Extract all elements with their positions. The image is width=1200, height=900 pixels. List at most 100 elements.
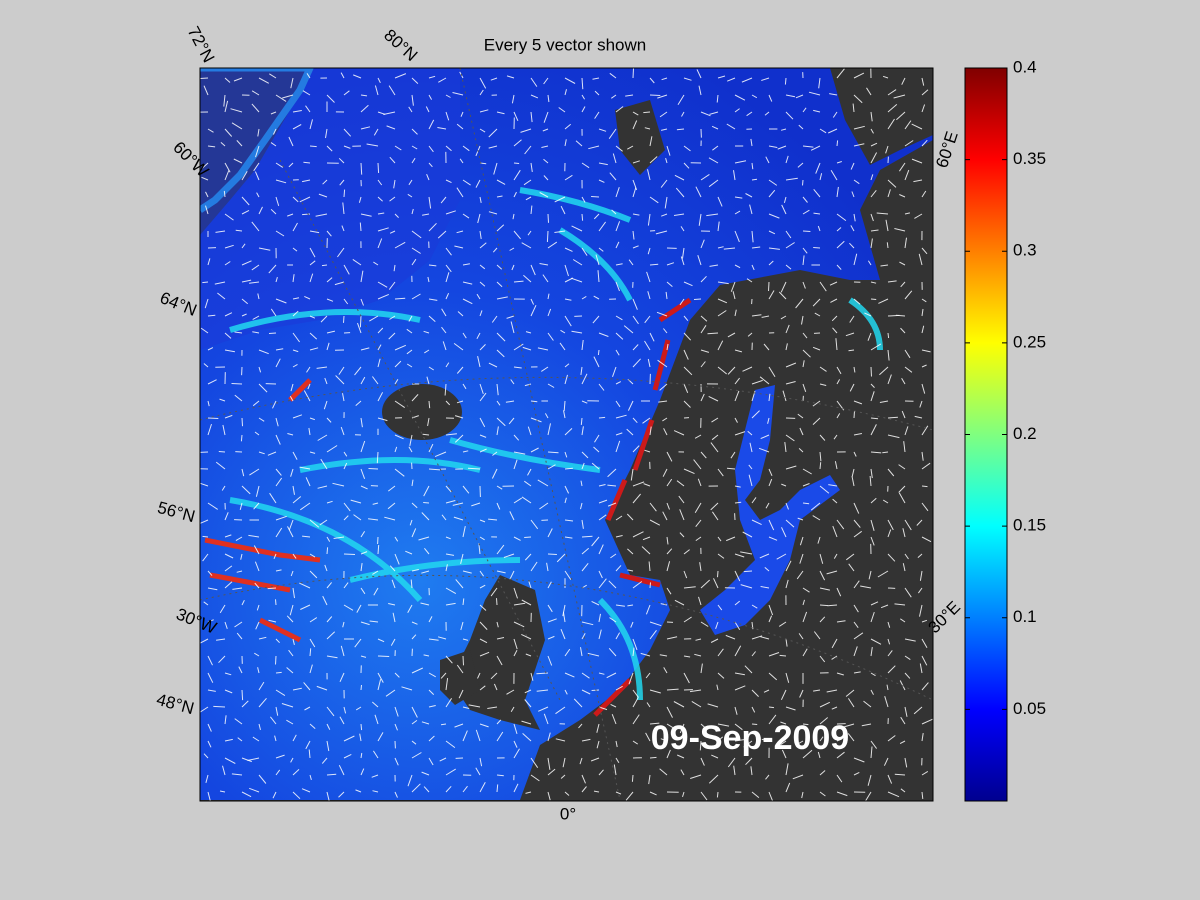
vector-arrow — [459, 158, 464, 164]
vector-arrow — [813, 689, 821, 692]
vector-arrow — [554, 230, 566, 233]
vector-arrow — [660, 738, 668, 742]
vector-arrow — [902, 528, 906, 538]
vector-arrow — [921, 485, 928, 488]
vector-arrow — [845, 689, 855, 697]
vector-arrow — [530, 298, 535, 305]
vector-arrow — [745, 193, 753, 198]
vector-arrow — [706, 213, 719, 217]
vector-arrow — [309, 315, 316, 319]
vector-arrow — [207, 655, 213, 666]
vector-arrow — [645, 604, 651, 615]
vector-arrow — [887, 553, 896, 562]
vector-arrow — [734, 108, 740, 113]
vector-arrow — [751, 410, 760, 419]
vector-arrow — [339, 179, 345, 186]
vector-arrow — [615, 145, 623, 152]
vector-arrow — [698, 596, 702, 606]
vector-arrow — [479, 383, 484, 395]
vector-arrow — [615, 106, 624, 113]
vector-arrow — [812, 515, 821, 521]
vector-arrow — [883, 757, 889, 766]
vector-arrow — [921, 139, 928, 147]
vector-arrow — [521, 720, 532, 725]
vector-arrow — [241, 791, 252, 798]
vector-arrow — [460, 553, 464, 565]
vector-arrow — [785, 242, 795, 249]
vector-arrow — [394, 379, 399, 385]
vector-arrow — [223, 94, 226, 107]
vector-arrow — [543, 175, 549, 181]
vector-arrow — [802, 587, 810, 593]
vector-arrow — [832, 327, 838, 334]
vector-arrow — [768, 672, 778, 681]
vector-arrow — [422, 433, 430, 436]
vector-arrow — [428, 94, 433, 100]
vector-arrow — [240, 434, 243, 442]
vector-arrow — [802, 483, 810, 487]
vector-arrow — [343, 553, 356, 555]
vector-arrow — [411, 293, 421, 300]
vector-arrow — [496, 637, 505, 640]
vector-arrow — [581, 547, 590, 555]
vector-arrow — [506, 315, 515, 319]
vector-arrow — [666, 502, 670, 510]
vector-arrow — [223, 190, 226, 198]
vector-arrow — [204, 298, 209, 309]
vector-arrow — [309, 332, 318, 340]
vector-arrow — [353, 514, 362, 521]
vector-arrow — [509, 247, 515, 251]
vector-arrow — [452, 92, 464, 96]
vector-arrow — [355, 706, 362, 711]
vector-arrow — [734, 309, 737, 317]
vector-arrow — [827, 128, 838, 134]
vector-arrow — [251, 264, 260, 271]
vector-arrow — [666, 587, 672, 595]
vector-arrow — [202, 553, 209, 562]
vector-arrow — [768, 145, 778, 148]
vector-arrow — [750, 138, 753, 147]
vector-arrow — [288, 136, 294, 147]
vector-arrow — [836, 68, 845, 79]
vector-arrow — [368, 468, 379, 470]
vector-arrow — [302, 90, 311, 96]
vector-arrow — [394, 213, 399, 218]
vector-arrow — [819, 434, 826, 441]
vector-arrow — [743, 570, 753, 573]
vector-arrow — [813, 631, 821, 640]
vector-arrow — [606, 672, 617, 679]
vector-arrow — [523, 274, 532, 283]
vector-arrow — [258, 349, 269, 355]
vector-arrow — [632, 111, 639, 116]
map-border — [199, 67, 934, 802]
vector-arrow — [711, 754, 719, 759]
vector-arrow — [612, 366, 617, 377]
vector-arrow — [287, 526, 294, 538]
vector-arrow — [830, 298, 838, 303]
vector-arrow — [799, 427, 804, 436]
graticule-label: 0° — [560, 804, 576, 823]
vector-arrow — [649, 519, 661, 526]
vector-arrow — [547, 213, 549, 223]
vector-arrow — [426, 376, 430, 385]
vector-arrow — [462, 332, 467, 339]
vector-arrow — [305, 477, 311, 487]
vector-arrow — [496, 264, 503, 270]
vector-arrow — [384, 516, 396, 521]
vector-arrow — [598, 416, 606, 419]
vector-arrow — [274, 735, 277, 742]
vector-arrow — [558, 107, 566, 113]
vector-arrow — [424, 547, 430, 555]
vector-arrow — [236, 570, 243, 573]
vector-arrow — [270, 716, 277, 725]
vector-arrow — [632, 230, 635, 240]
vector-arrow — [764, 567, 770, 572]
vector-arrow — [887, 468, 895, 477]
vector-arrow — [564, 264, 569, 277]
vector-arrow — [479, 89, 484, 96]
vector-arrow — [360, 417, 363, 428]
vector-arrow — [768, 791, 774, 801]
vector-arrow — [292, 124, 302, 130]
vector-arrow — [319, 519, 328, 526]
vector-arrow — [591, 689, 600, 691]
